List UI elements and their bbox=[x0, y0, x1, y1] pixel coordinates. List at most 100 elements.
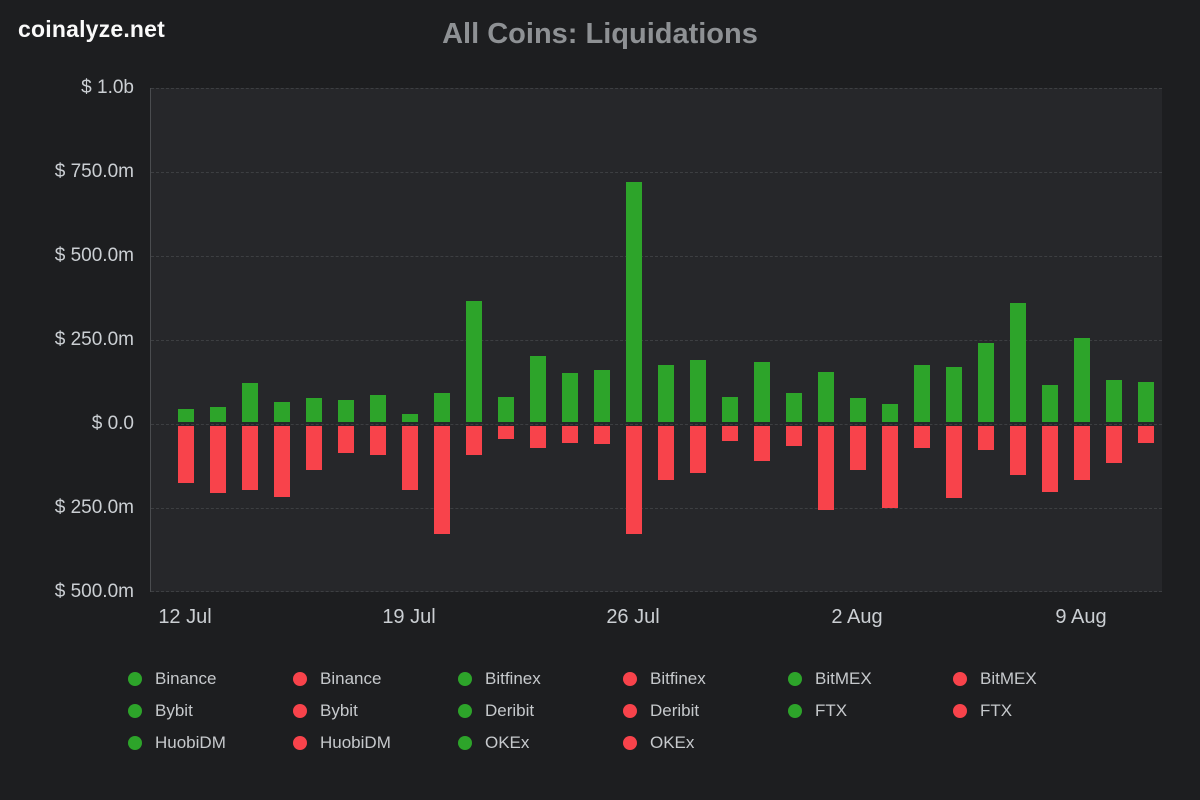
legend-label: OKEx bbox=[650, 733, 695, 752]
bar-down[interactable] bbox=[850, 426, 866, 470]
bar-up[interactable] bbox=[1010, 303, 1026, 422]
legend-item[interactable]: FTX bbox=[953, 700, 1118, 722]
bar-up[interactable] bbox=[242, 383, 258, 422]
bar-up[interactable] bbox=[210, 407, 226, 422]
legend-dot-icon bbox=[458, 704, 472, 718]
bar-down[interactable] bbox=[274, 426, 290, 497]
bar-up[interactable] bbox=[786, 393, 802, 422]
bar-up[interactable] bbox=[562, 373, 578, 422]
legend-label: FTX bbox=[815, 701, 848, 720]
bar-up[interactable] bbox=[850, 398, 866, 422]
legend-label: HuobiDM bbox=[320, 733, 391, 752]
bar-down[interactable] bbox=[882, 426, 898, 508]
bar-up[interactable] bbox=[818, 372, 834, 422]
bar-up[interactable] bbox=[434, 393, 450, 422]
gridline bbox=[151, 256, 1162, 257]
bar-down[interactable] bbox=[786, 426, 802, 446]
legend-dot-icon bbox=[953, 704, 967, 718]
legend-item[interactable]: Binance bbox=[293, 668, 458, 690]
bar-down[interactable] bbox=[402, 426, 418, 490]
legend-item[interactable]: BitMEX bbox=[788, 668, 953, 690]
gridline bbox=[151, 172, 1162, 173]
bar-up[interactable] bbox=[1042, 385, 1058, 422]
bar-up[interactable] bbox=[466, 301, 482, 422]
bar-up[interactable] bbox=[658, 365, 674, 422]
legend-label: HuobiDM bbox=[155, 733, 226, 752]
bar-down[interactable] bbox=[1106, 426, 1122, 463]
bar-up[interactable] bbox=[1138, 382, 1154, 422]
legend-item[interactable]: Bybit bbox=[293, 700, 458, 722]
bar-down[interactable] bbox=[690, 426, 706, 473]
bar-down[interactable] bbox=[818, 426, 834, 510]
legend-item[interactable]: Bitfinex bbox=[623, 668, 788, 690]
legend-label: BitMEX bbox=[815, 669, 872, 688]
bar-up[interactable] bbox=[690, 360, 706, 422]
bar-down[interactable] bbox=[1010, 426, 1026, 475]
legend-item[interactable]: Bitfinex bbox=[458, 668, 623, 690]
bar-down[interactable] bbox=[1042, 426, 1058, 492]
bar-up[interactable] bbox=[914, 365, 930, 422]
bar-down[interactable] bbox=[338, 426, 354, 453]
bar-down[interactable] bbox=[626, 426, 642, 534]
legend-item[interactable]: HuobiDM bbox=[293, 732, 458, 754]
bar-up[interactable] bbox=[882, 404, 898, 422]
legend-item[interactable]: HuobiDM bbox=[128, 732, 293, 754]
bar-up[interactable] bbox=[978, 343, 994, 422]
bar-up[interactable] bbox=[338, 400, 354, 422]
legend-dot-icon bbox=[293, 672, 307, 686]
bar-up[interactable] bbox=[370, 395, 386, 422]
bar-down[interactable] bbox=[306, 426, 322, 470]
legend-item[interactable]: OKEx bbox=[458, 732, 623, 754]
bar-down[interactable] bbox=[242, 426, 258, 490]
bar-down[interactable] bbox=[946, 426, 962, 498]
bar-up[interactable] bbox=[178, 409, 194, 422]
bar-up[interactable] bbox=[274, 402, 290, 422]
bar-down[interactable] bbox=[658, 426, 674, 480]
bar-down[interactable] bbox=[466, 426, 482, 455]
x-tick-label: 26 Jul bbox=[606, 606, 660, 628]
bar-up[interactable] bbox=[626, 182, 642, 422]
bar-down[interactable] bbox=[210, 426, 226, 493]
bar-down[interactable] bbox=[370, 426, 386, 455]
bar-down[interactable] bbox=[498, 426, 514, 439]
legend-item[interactable]: Bybit bbox=[128, 700, 293, 722]
bar-up[interactable] bbox=[946, 367, 962, 422]
site-logo[interactable]: coinalyze.net bbox=[18, 16, 166, 42]
bar-up[interactable] bbox=[722, 397, 738, 422]
bar-up[interactable] bbox=[594, 370, 610, 422]
bar-up[interactable] bbox=[1106, 380, 1122, 422]
bar-down[interactable] bbox=[978, 426, 994, 450]
legend-item[interactable]: Binance bbox=[128, 668, 293, 690]
bar-down[interactable] bbox=[178, 426, 194, 483]
bar-down[interactable] bbox=[434, 426, 450, 534]
legend-item[interactable]: FTX bbox=[788, 700, 953, 722]
legend-dot-icon bbox=[128, 672, 142, 686]
legend-item[interactable]: Deribit bbox=[458, 700, 623, 722]
bar-up[interactable] bbox=[754, 362, 770, 422]
y-tick-label: $ 500.0m bbox=[54, 245, 134, 266]
bar-down[interactable] bbox=[530, 426, 546, 448]
legend-item[interactable]: OKEx bbox=[623, 732, 788, 754]
bar-up[interactable] bbox=[306, 398, 322, 422]
y-tick-label: $ 250.0m bbox=[54, 329, 134, 350]
bar-down[interactable] bbox=[754, 426, 770, 461]
y-tick-label: $ 750.0m bbox=[54, 161, 134, 182]
bar-down[interactable] bbox=[914, 426, 930, 448]
legend-label: Binance bbox=[155, 669, 217, 688]
gridline bbox=[151, 508, 1162, 509]
bar-down[interactable] bbox=[722, 426, 738, 441]
legend-item[interactable]: Deribit bbox=[623, 700, 788, 722]
legend-item[interactable]: BitMEX bbox=[953, 668, 1118, 690]
bar-up[interactable] bbox=[498, 397, 514, 422]
bar-down[interactable] bbox=[594, 426, 610, 444]
bar-up[interactable] bbox=[1074, 338, 1090, 422]
bar-up[interactable] bbox=[530, 356, 546, 422]
bar-up[interactable] bbox=[402, 414, 418, 422]
bar-down[interactable] bbox=[1074, 426, 1090, 480]
legend-label: Deribit bbox=[485, 701, 535, 720]
bar-down[interactable] bbox=[1138, 426, 1154, 443]
legend: Binance Bybit HuobiDM Binance Bybit HuobiDM Bi… bbox=[128, 668, 1118, 754]
legend-dot-icon bbox=[293, 704, 307, 718]
bar-down[interactable] bbox=[562, 426, 578, 443]
